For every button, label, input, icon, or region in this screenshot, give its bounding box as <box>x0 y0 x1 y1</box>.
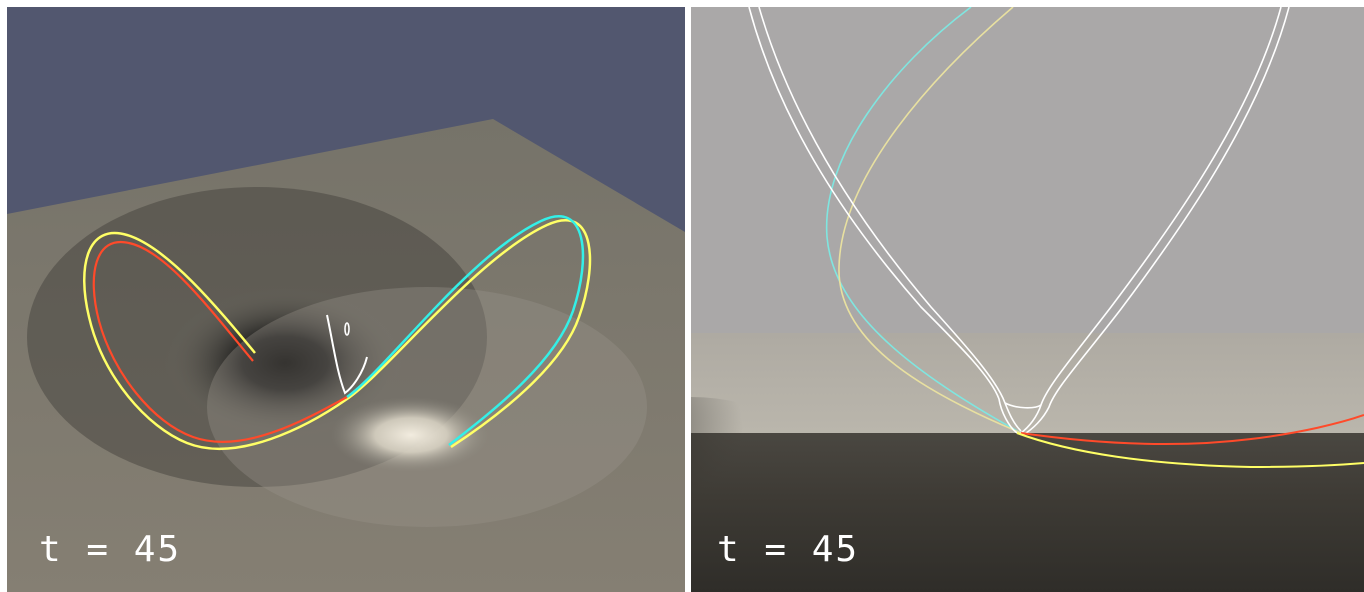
orbit-white-inner-right <box>1022 7 1290 436</box>
orbit-white-loop <box>344 322 350 336</box>
orbit-white <box>326 314 368 395</box>
plane-shadow <box>691 397 821 557</box>
orbit-red <box>1020 414 1364 446</box>
left-scene <box>7 7 685 592</box>
time-label: t = 45 <box>717 529 860 570</box>
orbit-red <box>92 240 348 443</box>
time-label: t = 45 <box>39 529 182 570</box>
orbit-yellow <box>1016 432 1364 469</box>
orbit-white-inner-left <box>758 7 1022 432</box>
right-render-panel: t = 45 <box>691 7 1364 592</box>
bright-bump <box>331 397 491 473</box>
orbit-yellow <box>83 218 592 451</box>
orbit-white-outer-left <box>748 7 1018 434</box>
orbit-cyan <box>346 214 585 446</box>
sky-background <box>691 7 1364 333</box>
orbit-cyan <box>825 7 1022 434</box>
right-scene <box>691 7 1364 592</box>
orbit-yellow-back <box>838 7 1022 434</box>
horizon-band <box>691 333 1364 433</box>
left-render-panel: t = 45 <box>7 7 685 592</box>
orbit-white-cap <box>1004 402 1042 409</box>
orbit-white-outer-right <box>1020 7 1282 434</box>
